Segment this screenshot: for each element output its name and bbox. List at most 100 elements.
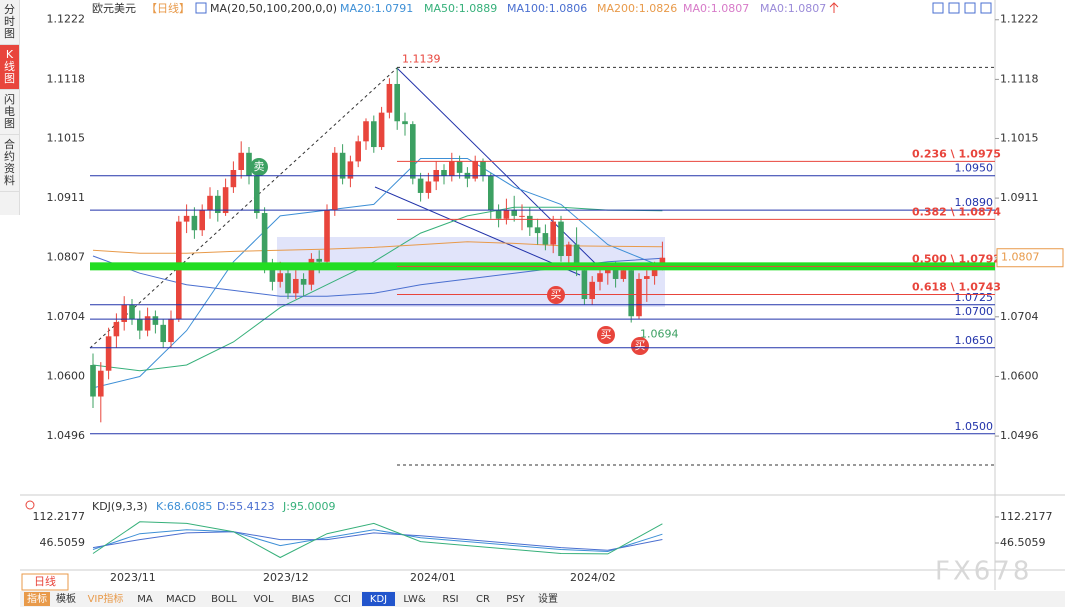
toolbar-button[interactable] (283, 592, 323, 606)
candle-body (199, 210, 205, 231)
candle-body (651, 267, 658, 277)
candle-body (98, 370, 104, 397)
y-tick-label: 46.5059 (40, 536, 86, 549)
toolbar-label[interactable]: 模板 (56, 592, 76, 605)
candle-body (152, 316, 159, 325)
candle-body (441, 170, 447, 176)
toolbar-label[interactable]: 指标 (27, 592, 47, 605)
toolbar-button[interactable] (53, 592, 79, 606)
y-tick-label: 1.1118 (47, 72, 86, 85)
y-tick-label: 1.0911 (1000, 191, 1039, 204)
toolbar-label[interactable]: VOL (253, 594, 274, 605)
toolbar-button[interactable] (24, 592, 50, 606)
candle-body (581, 270, 588, 300)
period-button-label[interactable]: 日线 (34, 574, 56, 588)
candle-body (566, 244, 572, 257)
kdj-line (92, 521, 663, 559)
candle-body (527, 215, 533, 228)
candle-body (425, 181, 432, 193)
icon[interactable] (932, 2, 944, 14)
support-label: 1.0950 (955, 162, 994, 175)
icon (195, 2, 207, 14)
y-tick-label: 112.2177 (33, 510, 86, 523)
watermark: FX678 (935, 557, 1032, 587)
toolbar-label[interactable]: CR (476, 594, 490, 605)
candle-body (573, 244, 580, 271)
last-price-label: 1.0807 (1001, 251, 1040, 264)
toolbar-button[interactable] (82, 592, 129, 606)
candle-body (417, 178, 424, 193)
y-tick-label: 1.1015 (1000, 131, 1039, 144)
candle-body (628, 270, 634, 317)
y-tick-label: 1.0496 (47, 429, 86, 442)
toolbar-button[interactable] (161, 592, 201, 606)
settings-icon[interactable] (25, 500, 35, 510)
support-label: 1.0500 (955, 420, 994, 433)
toolbar-label[interactable]: PSY (506, 594, 525, 605)
signal-dot (597, 326, 615, 344)
candle-body (238, 152, 244, 170)
toolbar-label[interactable]: MA (137, 594, 153, 605)
toolbar-button[interactable] (398, 592, 431, 606)
period-button[interactable] (21, 573, 69, 591)
toolbar-button[interactable] (535, 592, 561, 606)
toolbar-label[interactable]: MACD (166, 594, 196, 605)
toolbar-button[interactable] (470, 592, 496, 606)
candle-body (316, 258, 322, 262)
toolbar-label[interactable]: 设置 (538, 593, 558, 605)
support-label: 1.0890 (955, 196, 994, 209)
icon[interactable] (964, 2, 976, 14)
ma-line (92, 158, 663, 389)
fib-label: 0.236 \ 1.0975 (912, 147, 1001, 160)
toolbar-button[interactable] (434, 592, 467, 606)
candle-body (339, 152, 346, 179)
candle-body (480, 161, 486, 176)
period: 【日线】 (146, 1, 190, 15)
fib-label: 0.500 \ 1.0792 (912, 252, 1001, 265)
y-tick-label: 1.0704 (1000, 310, 1039, 323)
candle-body (472, 161, 478, 179)
sidebar-tab[interactable]: 闪电图 (0, 90, 19, 135)
toolbar-label[interactable]: RSI (442, 594, 458, 605)
last-price-box (996, 248, 1064, 268)
candle-body (293, 278, 299, 294)
candle-body (261, 213, 268, 268)
toolbar-button[interactable] (132, 592, 158, 606)
sidebar: 分时图 K线图 闪电图 合约资料 (0, 0, 20, 215)
toolbar-label[interactable]: BOLL (211, 594, 237, 605)
candle-body (495, 210, 502, 219)
sidebar-tab[interactable]: 分时图 (0, 0, 19, 45)
trend-line (374, 186, 581, 276)
toolbar-label[interactable]: VIP指标 (88, 592, 124, 605)
toolbar-button[interactable] (247, 592, 280, 606)
signal-dot (547, 286, 565, 304)
signal-label: 买 (635, 339, 646, 352)
toolbar-label[interactable]: CCI (334, 594, 351, 605)
icon[interactable] (829, 2, 839, 13)
candle-body (488, 175, 494, 211)
candle-body (386, 83, 393, 113)
candle-body (605, 267, 611, 274)
x-tick-label: 2023/12 (263, 571, 309, 584)
candle-body (402, 121, 408, 125)
candle-body (503, 210, 510, 219)
icon[interactable] (948, 2, 960, 14)
toolbar-label[interactable]: BIAS (292, 594, 315, 605)
sidebar-tab[interactable]: 合约资料 (0, 135, 19, 192)
toolbar-button[interactable] (204, 592, 244, 606)
toolbar-button[interactable] (362, 592, 395, 606)
signal: 买 (631, 337, 649, 355)
candle-body (612, 267, 619, 279)
toolbar-button[interactable] (499, 592, 532, 606)
toolbar-button[interactable] (326, 592, 359, 606)
candle-body (534, 227, 541, 234)
icon[interactable] (980, 2, 992, 14)
candle-body (129, 304, 135, 320)
kdj-line (92, 529, 663, 553)
candle-body (176, 221, 182, 320)
candle-body (449, 161, 455, 176)
toolbar-label[interactable]: LW& (403, 594, 426, 605)
toolbar-label[interactable]: KDJ (370, 594, 387, 605)
sidebar-tab[interactable]: K线图 (0, 45, 19, 90)
